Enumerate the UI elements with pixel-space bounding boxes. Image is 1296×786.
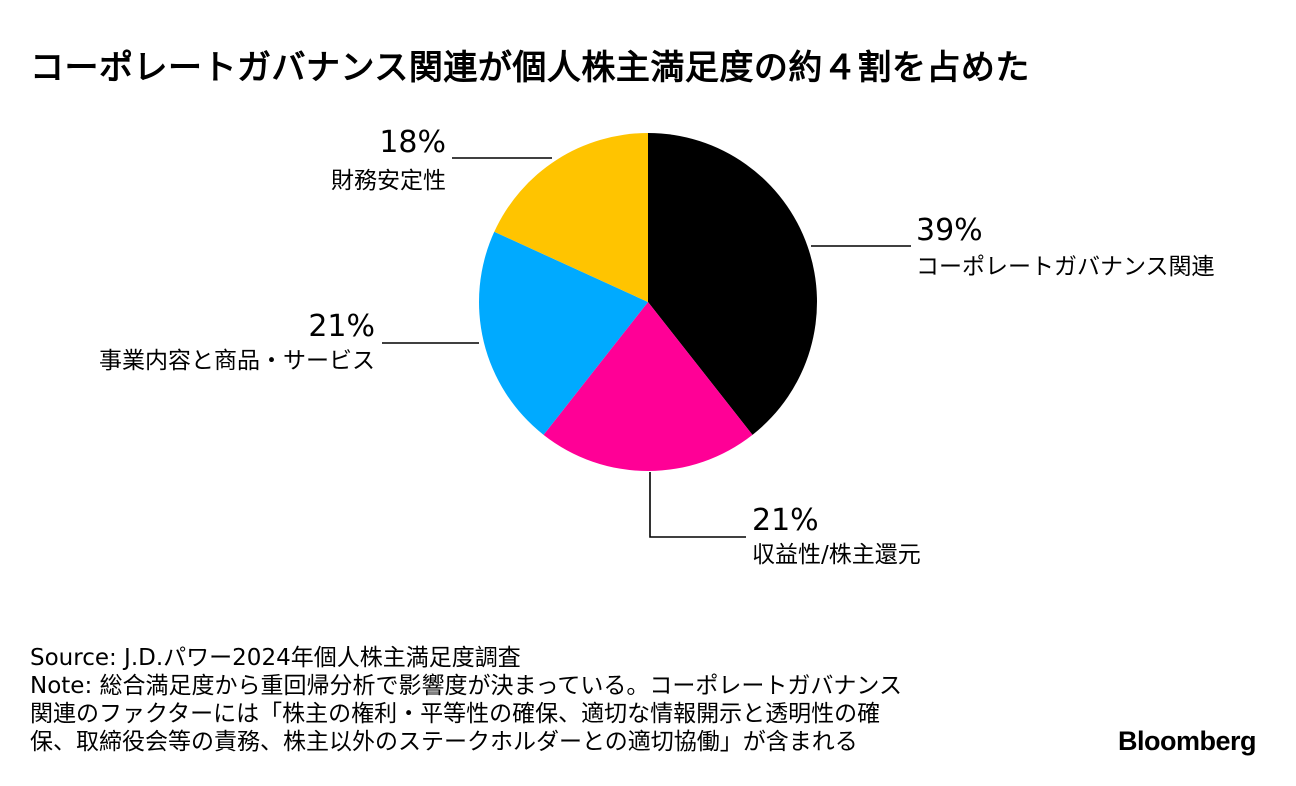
note-line-1: Note: 総合満足度から重回帰分析で影響度が決まっている。コーポレートガバナン…	[30, 673, 902, 699]
pie-slice-3	[494, 133, 648, 302]
chart-title: コーポレートガバナンス関連が個人株主満足度の約４割を占めた	[30, 48, 1030, 88]
source-note: Source: J.D.パワー2024年個人株主満足度調査	[30, 645, 521, 671]
slice-category-label-1: 収益性/株主還元	[752, 542, 921, 568]
note-line-3: 保、取締役会等の責務、株主以外のステークホルダーとの適切協働」が含まれる	[30, 729, 858, 755]
note-line-2: 関連のファクターには「株主の権利・平等性の確保、適切な情報開示と透明性の確	[30, 701, 881, 727]
slice-category-label-3: 財務安定性	[331, 168, 446, 194]
slice-value-label-1: 21%	[752, 503, 819, 538]
pie-slice-1	[543, 302, 753, 471]
slice-category-label-2: 事業内容と商品・サービス	[99, 348, 375, 374]
slice-value-label-0: 39%	[916, 213, 983, 248]
slice-category-label-0: コーポレートガバナンス関連	[916, 254, 1215, 280]
chart-footer: Source: J.D.パワー2024年個人株主満足度調査 Note: 総合満足…	[30, 644, 902, 756]
slice-value-label-2: 21%	[308, 309, 375, 344]
leader-line-1	[649, 472, 746, 538]
pie-slice-2	[478, 231, 648, 435]
bloomberg-logo: Bloomberg	[1117, 726, 1257, 756]
slice-value-label-3: 18%	[379, 125, 446, 160]
pie-slice-0	[648, 133, 817, 435]
